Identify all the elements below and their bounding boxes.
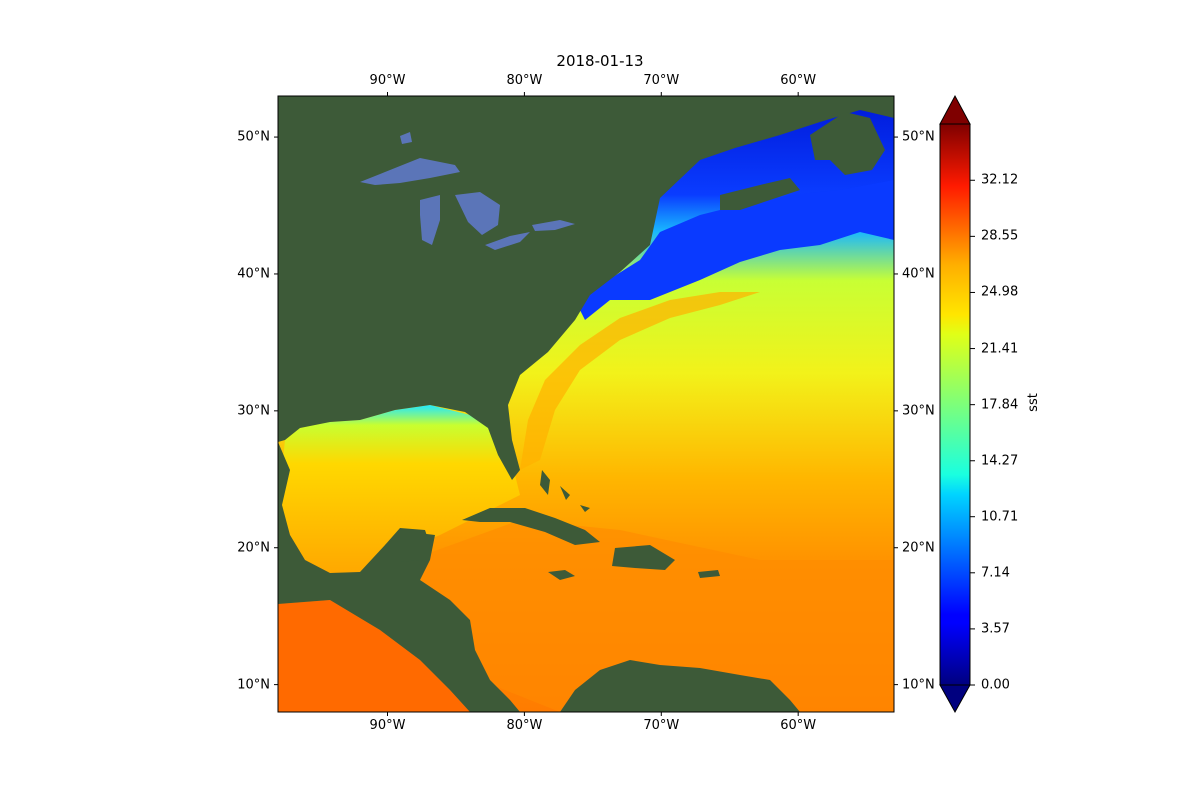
lon-tick-label-bottom: 70°W <box>643 718 680 733</box>
lat-tick-label-left: 20°N <box>237 540 270 556</box>
lat-tick-label-right: 30°N <box>902 403 935 419</box>
land-mexico-central-america <box>278 442 520 712</box>
lat-tick-marks <box>274 136 898 686</box>
colorbar-tick-label: 3.57 <box>981 621 1010 637</box>
colorbar-tick-label: 24.98 <box>981 284 1019 300</box>
colorbar-tick-marks <box>970 179 975 686</box>
lat-tick-label-left: 10°N <box>237 677 270 693</box>
colorbar-tick-label: 10.71 <box>981 509 1019 525</box>
colorbar <box>939 94 975 714</box>
colorbar-tick-label: 32.12 <box>981 172 1019 188</box>
lon-tick-label-top: 60°W <box>780 73 817 88</box>
colorbar-tick-label: 0.00 <box>981 677 1010 693</box>
lake-superior <box>360 158 460 185</box>
land-hispaniola <box>612 545 675 570</box>
lat-tick-label-left: 50°N <box>237 129 270 145</box>
lat-tick-label-left: 30°N <box>237 403 270 419</box>
gulf-stream <box>520 292 760 470</box>
lon-tick-label-top: 80°W <box>506 73 543 88</box>
land-yucatan <box>385 528 430 562</box>
gulf-of-mexico-sst <box>280 405 520 573</box>
colorbar-extend-top <box>939 94 971 125</box>
colorbar-body <box>939 123 971 686</box>
lat-tick-label-right: 20°N <box>902 540 935 556</box>
lon-tick-label-top: 90°W <box>369 73 406 88</box>
lat-tick-label-right: 40°N <box>902 266 935 282</box>
map-title: 2018-01-13 <box>556 52 644 70</box>
land-jamaica <box>548 570 575 580</box>
land-bahamas <box>540 470 590 512</box>
colorbar-label: sst <box>1025 393 1041 412</box>
lake-winnipeg-fragment <box>400 132 412 144</box>
lake-erie <box>485 232 530 250</box>
map-frame <box>277 95 895 713</box>
lake-ontario <box>532 220 575 231</box>
lat-tick-label-left: 40°N <box>237 266 270 282</box>
lon-tick-label-bottom: 90°W <box>369 718 406 733</box>
lon-tick-marks <box>387 92 799 716</box>
colorbar-tick-label: 28.55 <box>981 228 1019 244</box>
lon-tick-label-top: 70°W <box>643 73 680 88</box>
colorbar-tick-label: 14.27 <box>981 453 1019 469</box>
land-north-america <box>278 96 894 480</box>
land-cuba <box>462 508 600 545</box>
land-south-america <box>560 660 800 712</box>
lake-huron <box>455 192 500 235</box>
land-puerto-rico <box>698 570 720 578</box>
land-nova-scotia <box>720 178 800 210</box>
lat-tick-label-right: 10°N <box>902 677 935 693</box>
caribbean-sst <box>410 520 894 712</box>
colorbar-tick-label: 7.14 <box>981 565 1010 581</box>
pacific-sst <box>278 600 470 712</box>
lon-tick-label-bottom: 80°W <box>506 718 543 733</box>
lake-michigan <box>420 195 440 245</box>
cold-shelf-water <box>575 180 894 320</box>
land-newfoundland <box>810 112 885 175</box>
colorbar-tick-label: 17.84 <box>981 397 1019 413</box>
lon-tick-label-bottom: 60°W <box>780 718 817 733</box>
colorbar-tick-label: 21.41 <box>981 341 1019 357</box>
lat-tick-label-right: 50°N <box>902 129 935 145</box>
map-area[interactable] <box>278 96 894 712</box>
colorbar-extend-bottom <box>939 684 971 714</box>
